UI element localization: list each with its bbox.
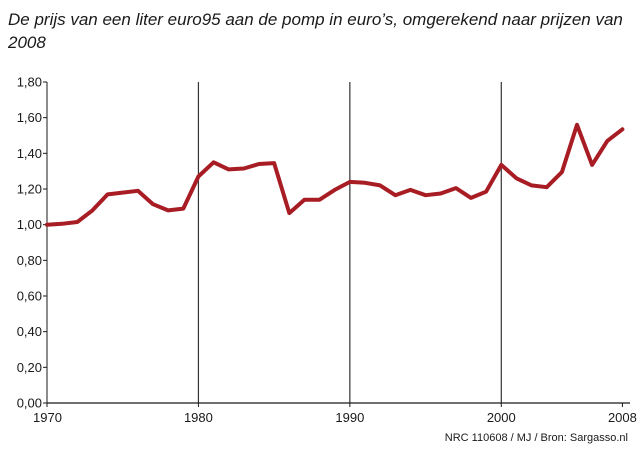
axis-layer — [43, 81, 630, 407]
y-tick-label: 1,60 — [17, 110, 42, 125]
y-tick-label: 1,20 — [17, 182, 42, 197]
price-line — [45, 122, 625, 227]
y-tick-label: 0,20 — [17, 360, 42, 375]
y-tick-label: 0,80 — [17, 253, 42, 268]
y-tick-label: 1,80 — [17, 75, 42, 90]
y-tick-label: 0,00 — [17, 396, 42, 411]
grid-layer — [197, 82, 502, 403]
x-tick-label: 1970 — [33, 410, 62, 425]
label-layer: 0,00 0,20 0,40 0,60 0,80 1,00 1,20 1,40 1,60 1,80… — [17, 75, 637, 426]
x-tick-label: 2000 — [487, 410, 516, 425]
y-tick-label: 0,40 — [17, 324, 42, 339]
source-note: NRC 110608 / MJ / Bron: Sargasso.nl — [445, 432, 628, 444]
x-tick-label: 1990 — [335, 410, 364, 425]
y-tick-label: 0,60 — [17, 289, 42, 304]
chart-title: De prijs van een liter euro95 aan de pom… — [8, 10, 623, 52]
x-tick-label: 1980 — [184, 410, 213, 425]
series-layer — [45, 122, 625, 227]
y-tick-label: 1,40 — [17, 146, 42, 161]
y-tick-label: 1,00 — [17, 217, 42, 232]
x-tick-label: 2008 — [608, 410, 637, 425]
